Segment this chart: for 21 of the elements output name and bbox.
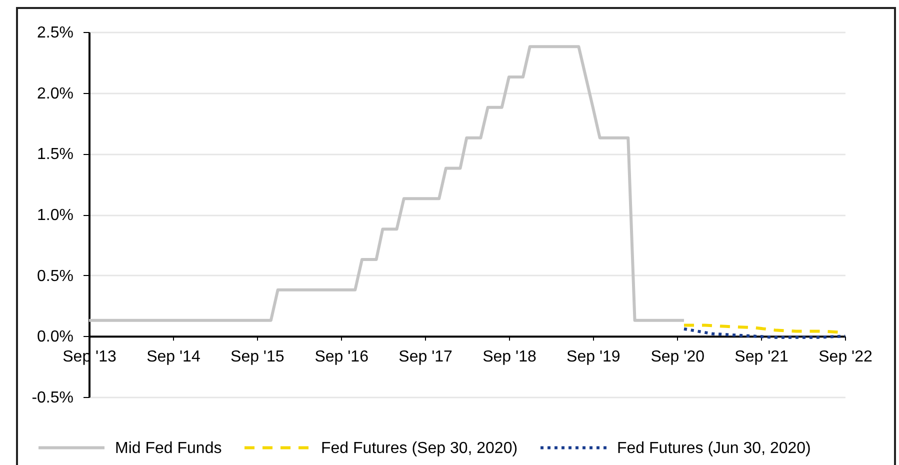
x-tick-label: Sep '17 xyxy=(398,348,453,366)
x-tick-label: Sep '19 xyxy=(566,348,620,366)
legend-label: Fed Futures (Sep 30, 2020) xyxy=(321,440,518,457)
line-series xyxy=(89,45,686,322)
y-tick-label: 1.5% xyxy=(37,146,74,164)
x-tick-label: Sep '16 xyxy=(314,348,369,366)
x-tick-label: Sep '14 xyxy=(146,348,200,366)
x-tick-label: Sep '18 xyxy=(482,348,536,366)
legend-label: Fed Futures (Jun 30, 2020) xyxy=(617,440,811,457)
y-tick-label: 2.0% xyxy=(37,85,74,102)
y-tick-label: 1.0% xyxy=(37,207,74,224)
y-tick-label: 0.0% xyxy=(37,328,74,346)
y-tick-label: -0.5% xyxy=(32,390,74,406)
y-tick-label: 2.5% xyxy=(37,24,74,42)
x-tick-label: Sep '21 xyxy=(734,348,789,366)
x-tick-label: Sep '22 xyxy=(818,348,872,366)
legend-label: Mid Fed Funds xyxy=(115,440,222,457)
x-tick-label: Sep '20 xyxy=(650,348,705,366)
y-tick-label: 0.5% xyxy=(37,268,74,285)
line-series xyxy=(682,327,845,339)
x-tick-label: Sep '15 xyxy=(230,348,284,366)
